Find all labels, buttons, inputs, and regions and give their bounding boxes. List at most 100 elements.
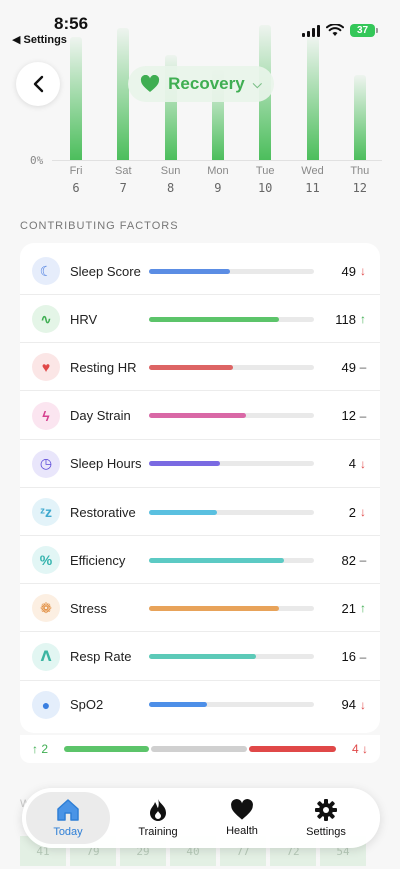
factor-bar-track [149, 461, 314, 467]
factor-label: Sleep Score [70, 263, 141, 279]
factor-value: 12 [341, 408, 356, 424]
battery-icon: 37 [350, 24, 378, 37]
x-tick-date: 8 [166, 181, 175, 195]
drop-icon: ● [32, 690, 60, 719]
trend-flat-icon: – [359, 649, 367, 664]
wifi-icon [326, 24, 344, 36]
chart-bar [306, 37, 319, 160]
up-count: ↑ 2 [32, 742, 49, 756]
factor-row[interactable]: ◷ Sleep Hours 4 ↓ [20, 440, 380, 488]
factor-value: 94 [341, 697, 356, 713]
factor-label: Sleep Hours [70, 456, 142, 472]
row-divider [20, 679, 380, 681]
tab-bar: Today Training Health [22, 788, 380, 848]
trend-up-icon: ↑ [360, 601, 366, 616]
tab-label: Health [226, 825, 258, 837]
pulse-icon: ∿ [32, 305, 60, 334]
factor-row[interactable]: ● SpO2 94 ↓ [20, 681, 380, 729]
sleep-zzz-icon: ᶻz [32, 498, 60, 526]
factor-bar-track [149, 316, 314, 322]
heart-icon [141, 75, 160, 92]
x-tick-day: Tue [255, 165, 275, 177]
x-tick-day: Sat [115, 165, 132, 177]
factor-row[interactable]: ∿ HRV 118 ↑ [20, 295, 380, 344]
flame-icon [150, 799, 166, 821]
x-tick-day: Thu [350, 165, 370, 177]
factor-value: 49 [341, 359, 356, 375]
x-tick-day: Wed [301, 165, 324, 177]
lungs-icon: ᐱ [32, 642, 60, 671]
factor-bar-track [149, 702, 314, 708]
moon-icon: ☾ [32, 257, 60, 285]
factor-bar-fill [149, 461, 220, 467]
factor-label: HRV [70, 311, 98, 327]
factor-label: SpO2 [70, 697, 104, 713]
factor-bar-track [149, 557, 314, 563]
factor-bar-fill [149, 316, 280, 322]
x-tick-date: 11 [305, 181, 320, 195]
tab-label: Training [138, 826, 178, 838]
factor-value: 4 [348, 456, 356, 472]
chart-baseline [52, 160, 382, 161]
factor-bar-fill [149, 268, 230, 274]
factor-bar-fill [149, 364, 234, 370]
row-divider [20, 390, 380, 392]
tab-health[interactable]: Health [200, 792, 284, 844]
tab-training[interactable]: Training [116, 792, 200, 844]
chevron-down-icon: ⌵ [252, 76, 262, 91]
brain-icon: ❁ [32, 594, 60, 623]
status-bar: 8:56 ◀ Settings 37 [0, 0, 400, 50]
summary-flat-segment [151, 746, 247, 752]
factor-bar-fill [149, 413, 247, 419]
factor-row[interactable]: ϟ Day Strain 12– [20, 392, 380, 440]
factor-bar-fill [149, 654, 257, 660]
factor-value: 118 [335, 311, 356, 327]
heart-icon [231, 799, 253, 820]
factor-label: Restorative [70, 504, 136, 520]
factor-row[interactable]: ᐱ Resp Rate 16– [20, 633, 380, 681]
x-tick-day: Mon [207, 165, 229, 177]
factor-label: Resp Rate [70, 649, 132, 665]
factor-bar-track [149, 364, 314, 370]
factor-row[interactable]: ❁ Stress 21 ↑ [20, 584, 380, 633]
factor-value: 49 [341, 263, 356, 279]
down-count: 4 ↓ [351, 742, 368, 756]
status-time: 8:56 [54, 14, 89, 33]
x-tick-day: Fri [69, 165, 83, 177]
section-title: CONTRIBUTING FACTORS [20, 220, 179, 232]
x-tick-day: Sun [160, 165, 181, 177]
chart-bar [353, 74, 366, 160]
x-tick-date: 9 [214, 181, 222, 195]
back-button[interactable] [16, 62, 60, 106]
factor-row[interactable]: % Efficiency 82– [20, 536, 380, 585]
trend-summary: ↑ 2 4 ↓ [20, 735, 380, 763]
back-to-settings-link[interactable]: ◀ Settings [12, 34, 67, 46]
factor-bar-fill [149, 509, 217, 515]
row-divider [20, 583, 380, 585]
contributing-factors-card: ☾ Sleep Score 49 ↓ ∿ HRV 118 ↑ ♥ Resting HR 49– ϟ Da… [20, 243, 380, 733]
factor-label: Stress [70, 600, 107, 616]
metric-selector[interactable]: Recovery ⌵ [128, 66, 274, 102]
trend-down-icon: ↓ [360, 697, 366, 712]
home-icon [57, 799, 79, 821]
trend-flat-icon: – [359, 408, 367, 423]
factor-bar-fill [149, 557, 285, 563]
metric-title: Recovery [168, 74, 245, 93]
factor-bar-track [149, 509, 314, 515]
trend-down-icon: ↓ [360, 456, 366, 471]
bolt-icon: ϟ [32, 401, 60, 430]
factor-value: 16 [341, 649, 356, 665]
chart-bar [70, 37, 82, 160]
trend-flat-icon: – [359, 553, 367, 568]
status-icons: 37 [302, 24, 378, 37]
tab-settings[interactable]: Settings [284, 792, 368, 844]
factor-row[interactable]: ☾ Sleep Score 49 ↓ [20, 247, 380, 295]
factor-row[interactable]: ♥ Resting HR 49– [20, 343, 380, 392]
trend-up-icon: ↑ [360, 312, 366, 327]
chevron-left-icon [33, 75, 44, 93]
factor-row[interactable]: ᶻz Restorative 2 ↓ [20, 488, 380, 536]
factor-label: Efficiency [70, 552, 126, 568]
tab-today[interactable]: Today [26, 792, 110, 844]
x-tick-date: 7 [119, 181, 127, 195]
signal-icon [302, 24, 320, 37]
